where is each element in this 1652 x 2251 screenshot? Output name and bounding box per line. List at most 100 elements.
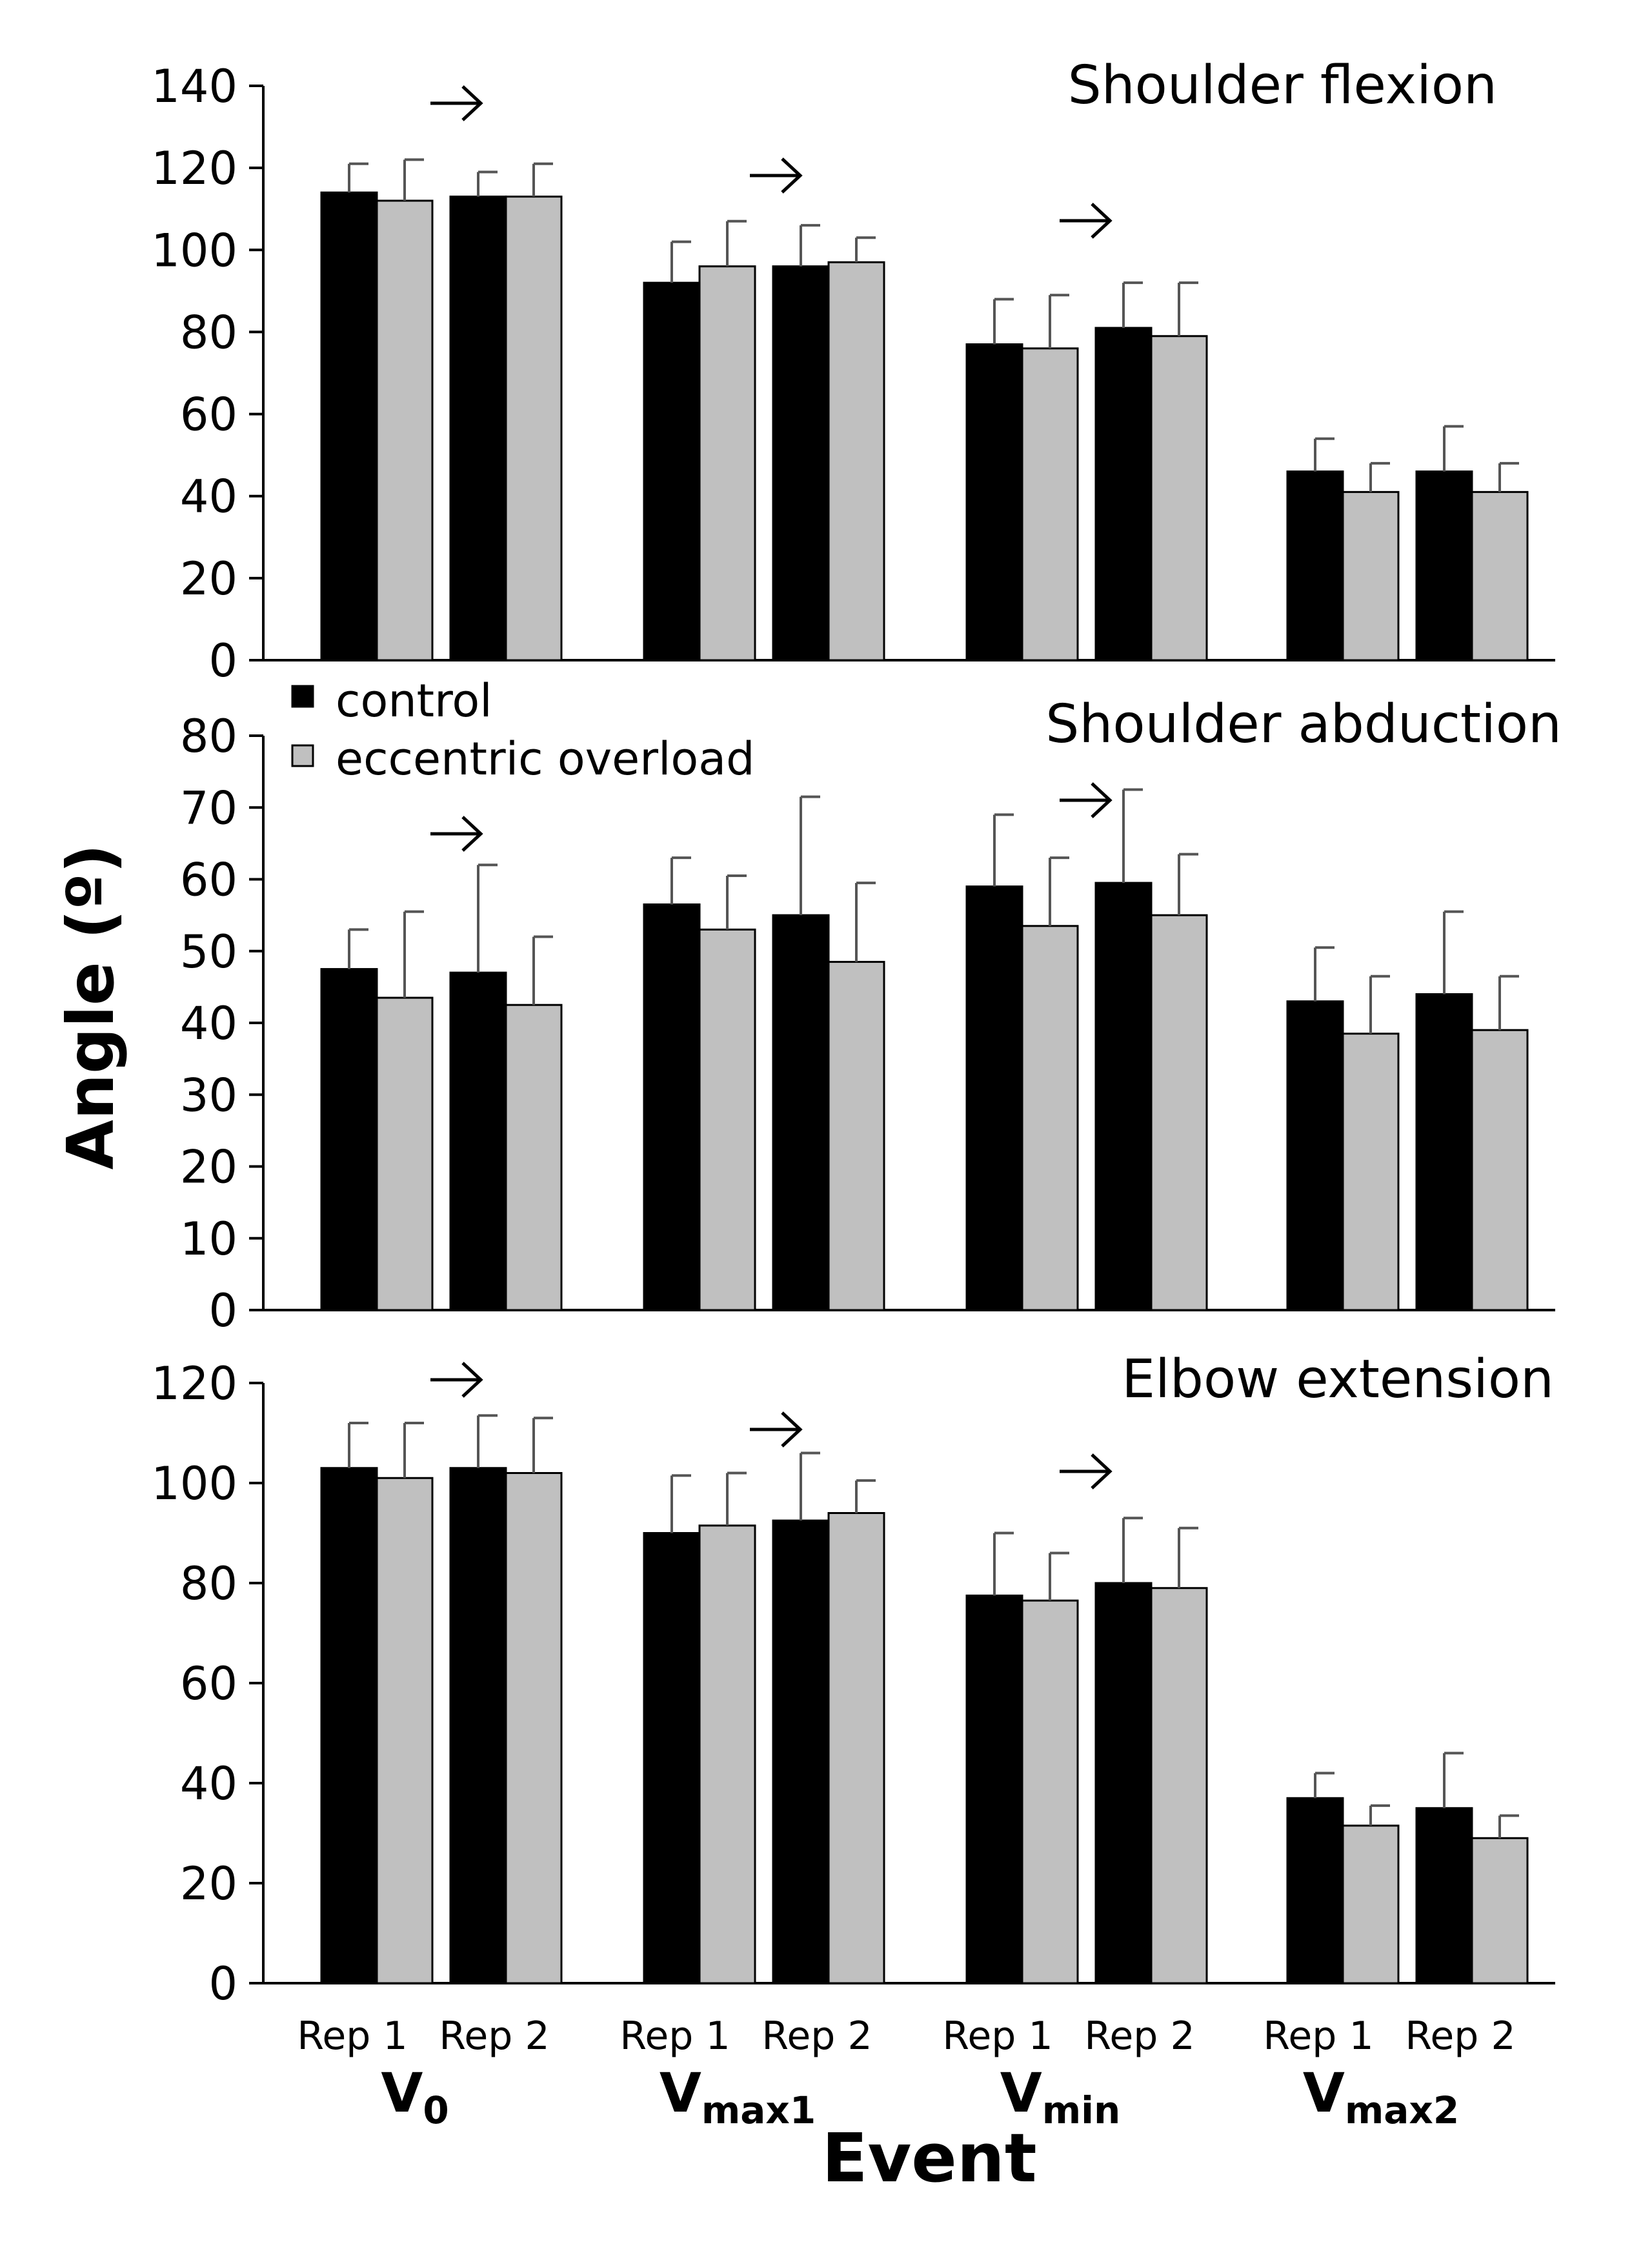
y-tick-label: 0 [208,1284,237,1337]
chart-panels: Shoulder flexion020406080100120140Should… [151,55,1562,2010]
bar-eccentric [505,1004,563,1311]
y-tick-label: 20 [180,1141,237,1194]
y-tick-label: 20 [180,1857,237,1910]
y-tick-label: 10 [180,1213,237,1266]
y-tick-label: 60 [180,1657,237,1710]
bar-eccentric [698,928,756,1311]
y-tick-label: 30 [180,1069,237,1122]
bar-control [1094,327,1153,661]
y-tick-label: 70 [180,782,237,834]
bar-control [320,1467,378,1984]
right-arrow-icon [430,816,483,852]
y-tick-label: 60 [180,389,237,441]
right-arrow-icon [750,157,803,194]
bar-control [1286,470,1344,661]
y-tick-label: 40 [180,1757,237,1810]
rep-label: Rep 1 [620,2014,730,2059]
bar-control [643,903,701,1311]
bar-control [1286,1000,1344,1311]
bar-control [1286,1797,1344,1984]
bar-control [643,281,701,661]
right-arrow-icon [1060,1453,1113,1489]
panel-title: Elbow extension [1122,1349,1554,1410]
rep-label: Rep 1 [297,2014,407,2059]
right-arrow-icon [430,1362,483,1398]
bar-control [772,914,830,1311]
bar-eccentric [1150,335,1208,661]
bar-control [1415,993,1473,1311]
rep-label: Rep 1 [942,2014,1053,2059]
y-axis-label: Angle (º) [53,844,128,1170]
bar-eccentric [1342,1033,1400,1311]
bar-control [772,1519,830,1984]
bar-eccentric [1342,490,1400,661]
bar-eccentric [1021,925,1079,1311]
y-tick-label: 140 [151,60,237,113]
legend: control eccentric overload [291,674,755,785]
bar-eccentric [376,996,434,1311]
legend-label-control: control [336,674,492,727]
legend-label-eccentric: eccentric overload [336,732,755,785]
panel-2: Elbow extension 0 20 40 60 80 100 120 [151,1349,1555,2010]
event-label: Vmin [1000,2061,1121,2132]
rep-label: Rep 2 [1405,2014,1515,2059]
bar-eccentric [376,199,434,661]
rep-label: Rep 2 [439,2014,549,2059]
legend-swatch-control [291,685,314,708]
y-tick-label: 100 [151,1457,237,1510]
y-tick-label: 0 [208,1957,237,2010]
right-arrow-icon [430,85,483,121]
bar-control [1094,1582,1153,1984]
bar-control [320,968,378,1311]
y-tick-label: 120 [151,1357,237,1410]
panel-1: Shoulder abduction 0 10 20 30 40 50 60 70 80 [180,694,1562,1337]
bar-eccentric [1021,347,1079,661]
rep-label: Rep 1 [1263,2014,1373,2059]
legend-swatch-eccentric [291,744,314,767]
bar-eccentric [1471,1837,1529,1984]
y-tick-label: 120 [151,142,237,195]
bar-control [772,265,830,661]
bar-control [449,1467,507,1984]
y-tick-label: 0 [208,634,237,687]
y-tick-label: 80 [180,306,237,359]
panel-title: Shoulder abduction [1045,694,1562,755]
bar-control [1415,1807,1473,1984]
bar-control [965,1594,1023,1984]
bar-eccentric [505,196,563,661]
y-tick-label: 80 [180,1557,237,1610]
bar-control [449,196,507,661]
rep-label: Rep 2 [761,2014,872,2059]
bar-control [643,1532,701,1984]
x-axis-label: Event [821,2119,1036,2197]
bar-eccentric [505,1472,563,1984]
bar-eccentric [827,1512,885,1984]
event-label: V0 [381,2061,448,2132]
bar-control [449,971,507,1311]
right-arrow-icon [750,1411,803,1448]
bar-control [1415,470,1473,661]
bar-eccentric [1150,1587,1208,1984]
y-tick-label: 40 [180,997,237,1050]
y-tick-label: 50 [180,925,237,978]
bar-eccentric [1021,1599,1079,1984]
bar-eccentric [698,1524,756,1984]
bar-eccentric [1150,914,1208,1311]
bar-eccentric [827,261,885,661]
panel-0: Shoulder flexion 0 20 40 60 80 100 120 140 [151,55,1555,687]
y-tick-label: 60 [180,854,237,907]
bar-eccentric [827,960,885,1311]
event-label: Vmax2 [1303,2061,1459,2132]
y-tick-label: 20 [180,552,237,605]
y-tick-label: 80 [180,710,237,763]
bar-eccentric [698,265,756,661]
bar-control [965,343,1023,661]
rep-label: Rep 2 [1084,2014,1194,2059]
right-arrow-icon [1060,203,1113,239]
bar-eccentric [1471,490,1529,661]
right-arrow-icon [1060,782,1113,818]
bar-control [320,191,378,661]
bar-control [1094,882,1153,1311]
